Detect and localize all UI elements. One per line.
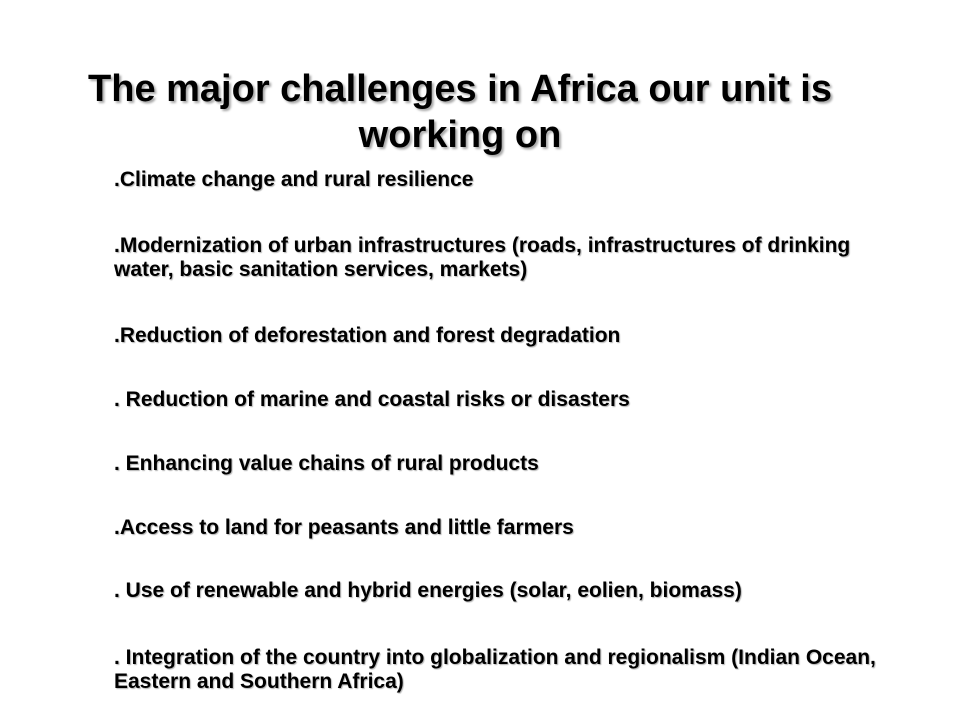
list-item-deforestation: .Reduction of deforestation and forest d… <box>114 324 621 347</box>
list-item-urban-infrastructure: .Modernization of urban infrastructures … <box>114 234 851 281</box>
list-item-globalization: . Integration of the country into global… <box>114 646 876 693</box>
slide-title: The major challenges in Africa our unit … <box>88 68 832 156</box>
list-item-climate: .Climate change and rural resilience <box>114 168 474 191</box>
list-item-land-access: .Access to land for peasants and little … <box>114 516 574 539</box>
list-item-marine-risks: . Reduction of marine and coastal risks … <box>114 388 630 411</box>
list-item-renewable-energy: . Use of renewable and hybrid energies (… <box>114 579 742 602</box>
list-item-value-chains: . Enhancing value chains of rural produc… <box>114 452 539 475</box>
